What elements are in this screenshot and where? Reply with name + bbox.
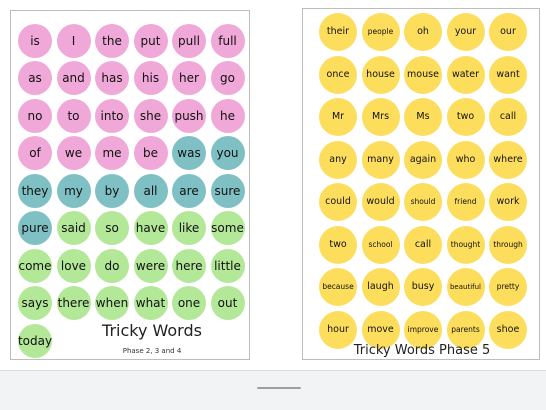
word-circle: through	[489, 225, 527, 264]
word-circle: some	[210, 211, 245, 245]
word-circle: push	[172, 98, 206, 133]
word-circle: shoe	[489, 310, 527, 349]
word-circle: Mrs	[361, 98, 400, 136]
word-circle: people	[361, 13, 400, 51]
word-circle: beautiful	[446, 268, 485, 306]
word-circle: two	[319, 225, 357, 264]
word-circle: into	[95, 98, 129, 133]
word-circle: where	[489, 140, 527, 179]
word-circle: is	[18, 23, 52, 58]
word-circle: Mr	[319, 98, 357, 136]
word-circle: they	[18, 173, 52, 208]
word-circle: oh	[404, 13, 442, 51]
word-circle: improve	[404, 310, 442, 349]
word-grid-right: their people oh your our once house mouse water w…	[317, 11, 530, 351]
word-circle: could	[319, 183, 357, 221]
word-circle: school	[361, 225, 400, 264]
word-circle: me	[95, 136, 129, 170]
scroll-handle[interactable]	[257, 387, 301, 389]
word-circle: come	[18, 248, 52, 283]
word-circle: he	[210, 98, 245, 133]
word-circle: of	[18, 136, 52, 170]
word-circle: here	[172, 248, 206, 283]
word-circle: you	[210, 136, 245, 170]
word-circle: pure	[18, 211, 52, 245]
word-circle: go	[210, 61, 245, 95]
word-circle: I	[56, 23, 91, 58]
word-circle: my	[56, 173, 91, 208]
word-circle: by	[95, 173, 129, 208]
word-circle: any	[319, 140, 357, 179]
word-circle: work	[489, 183, 527, 221]
word-circle: call	[404, 225, 442, 264]
word-circle: little	[210, 248, 245, 283]
word-circle: to	[56, 98, 91, 133]
card-subtitle: Phase 2, 3 and 4	[122, 347, 182, 355]
word-circle: your	[446, 13, 485, 51]
word-circle: be	[133, 136, 168, 170]
word-circle: once	[319, 55, 357, 94]
word-circle: all	[133, 173, 168, 208]
word-circle: what	[133, 286, 168, 320]
word-circle: should	[404, 183, 442, 221]
word-circle: we	[56, 136, 91, 170]
word-circle: out	[210, 286, 245, 320]
word-circle: water	[446, 55, 485, 94]
word-circle: have	[133, 211, 168, 245]
word-circle: when	[95, 286, 129, 320]
word-circle: again	[404, 140, 442, 179]
word-circle: sure	[210, 173, 245, 208]
word-circle: hour	[319, 310, 357, 349]
word-circle: do	[95, 248, 129, 283]
word-circle: want	[489, 55, 527, 94]
word-circle: like	[172, 211, 206, 245]
word-circle: there	[56, 286, 91, 320]
word-circle: busy	[404, 268, 442, 306]
word-circle: mouse	[404, 55, 442, 94]
word-circle: she	[133, 98, 168, 133]
word-circle: was	[172, 136, 206, 170]
word-circle: pull	[172, 23, 206, 58]
word-circle: would	[361, 183, 400, 221]
word-circle: our	[489, 13, 527, 51]
word-circle: the	[95, 23, 129, 58]
word-circle: put	[133, 23, 168, 58]
word-circle: friend	[446, 183, 485, 221]
word-circle: pretty	[489, 268, 527, 306]
word-circle: are	[172, 173, 206, 208]
word-circle: were	[133, 248, 168, 283]
word-circle: many	[361, 140, 400, 179]
word-circle: their	[319, 13, 357, 51]
card-title: Tricky Words Phase 5	[353, 343, 491, 358]
word-circle: laugh	[361, 268, 400, 306]
word-circle: so	[95, 211, 129, 245]
bottom-toolbar	[0, 370, 546, 410]
word-circle: says	[18, 286, 52, 320]
card-title: Tricky Words	[102, 321, 202, 340]
word-circle: her	[172, 61, 206, 95]
word-circle: Ms	[404, 98, 442, 136]
word-circle: parents	[446, 310, 485, 349]
word-circle: love	[56, 248, 91, 283]
word-circle: has	[95, 61, 129, 95]
word-circle: and	[56, 61, 91, 95]
word-circle: today	[18, 323, 52, 358]
word-circle: full	[210, 23, 245, 58]
word-circle: thought	[446, 225, 485, 264]
word-circle: no	[18, 98, 52, 133]
word-circle: move	[361, 310, 400, 349]
word-circle: who	[446, 140, 485, 179]
word-circle: his	[133, 61, 168, 95]
word-circle: call	[489, 98, 527, 136]
word-circle: said	[56, 211, 91, 245]
word-circle: one	[172, 286, 206, 320]
word-circle: because	[319, 268, 357, 306]
word-circle: house	[361, 55, 400, 94]
word-circle: as	[18, 61, 52, 95]
tricky-words-card-phase-5[interactable]: their people oh your our once house mouse water w…	[302, 8, 540, 360]
word-circle: two	[446, 98, 485, 136]
